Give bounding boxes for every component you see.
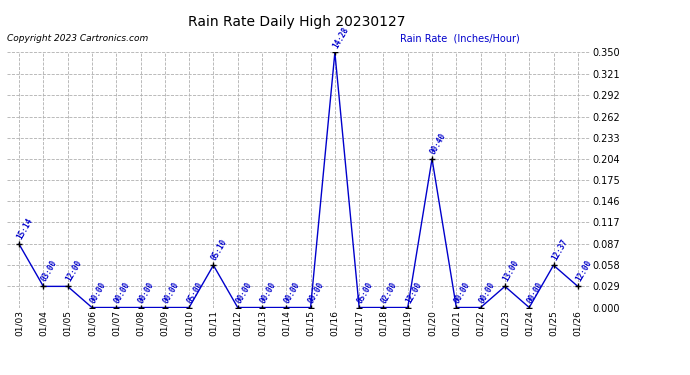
Text: 12:37: 12:37 <box>550 238 569 262</box>
Text: 12:00: 12:00 <box>64 259 83 284</box>
Text: 00:00: 00:00 <box>453 280 472 304</box>
Text: Copyright 2023 Cartronics.com: Copyright 2023 Cartronics.com <box>7 34 148 43</box>
Text: 05:00: 05:00 <box>355 280 375 304</box>
Text: Rain Rate Daily High 20230127: Rain Rate Daily High 20230127 <box>188 15 406 29</box>
Text: 00:00: 00:00 <box>477 280 496 304</box>
Text: 00:00: 00:00 <box>161 280 181 304</box>
Text: Rain Rate  (Inches/Hour): Rain Rate (Inches/Hour) <box>400 34 520 44</box>
Text: 05:00: 05:00 <box>186 280 205 304</box>
Text: 03:00: 03:00 <box>40 259 59 284</box>
Text: 00:00: 00:00 <box>112 280 132 304</box>
Text: 00:00: 00:00 <box>526 280 545 304</box>
Text: 00:00: 00:00 <box>234 280 253 304</box>
Text: 00:00: 00:00 <box>307 280 326 304</box>
Text: 12:00: 12:00 <box>574 259 593 284</box>
Text: 00:00: 00:00 <box>258 280 277 304</box>
Text: 14:28: 14:28 <box>331 25 351 50</box>
Text: 13:00: 13:00 <box>501 259 521 284</box>
Text: 05:10: 05:10 <box>210 238 229 262</box>
Text: 02:00: 02:00 <box>380 280 400 304</box>
Text: 12:00: 12:00 <box>404 280 424 304</box>
Text: 00:40: 00:40 <box>428 131 448 156</box>
Text: 15:14: 15:14 <box>15 217 34 241</box>
Text: 00:00: 00:00 <box>283 280 302 304</box>
Text: 00:00: 00:00 <box>88 280 108 304</box>
Text: 00:00: 00:00 <box>137 280 156 304</box>
